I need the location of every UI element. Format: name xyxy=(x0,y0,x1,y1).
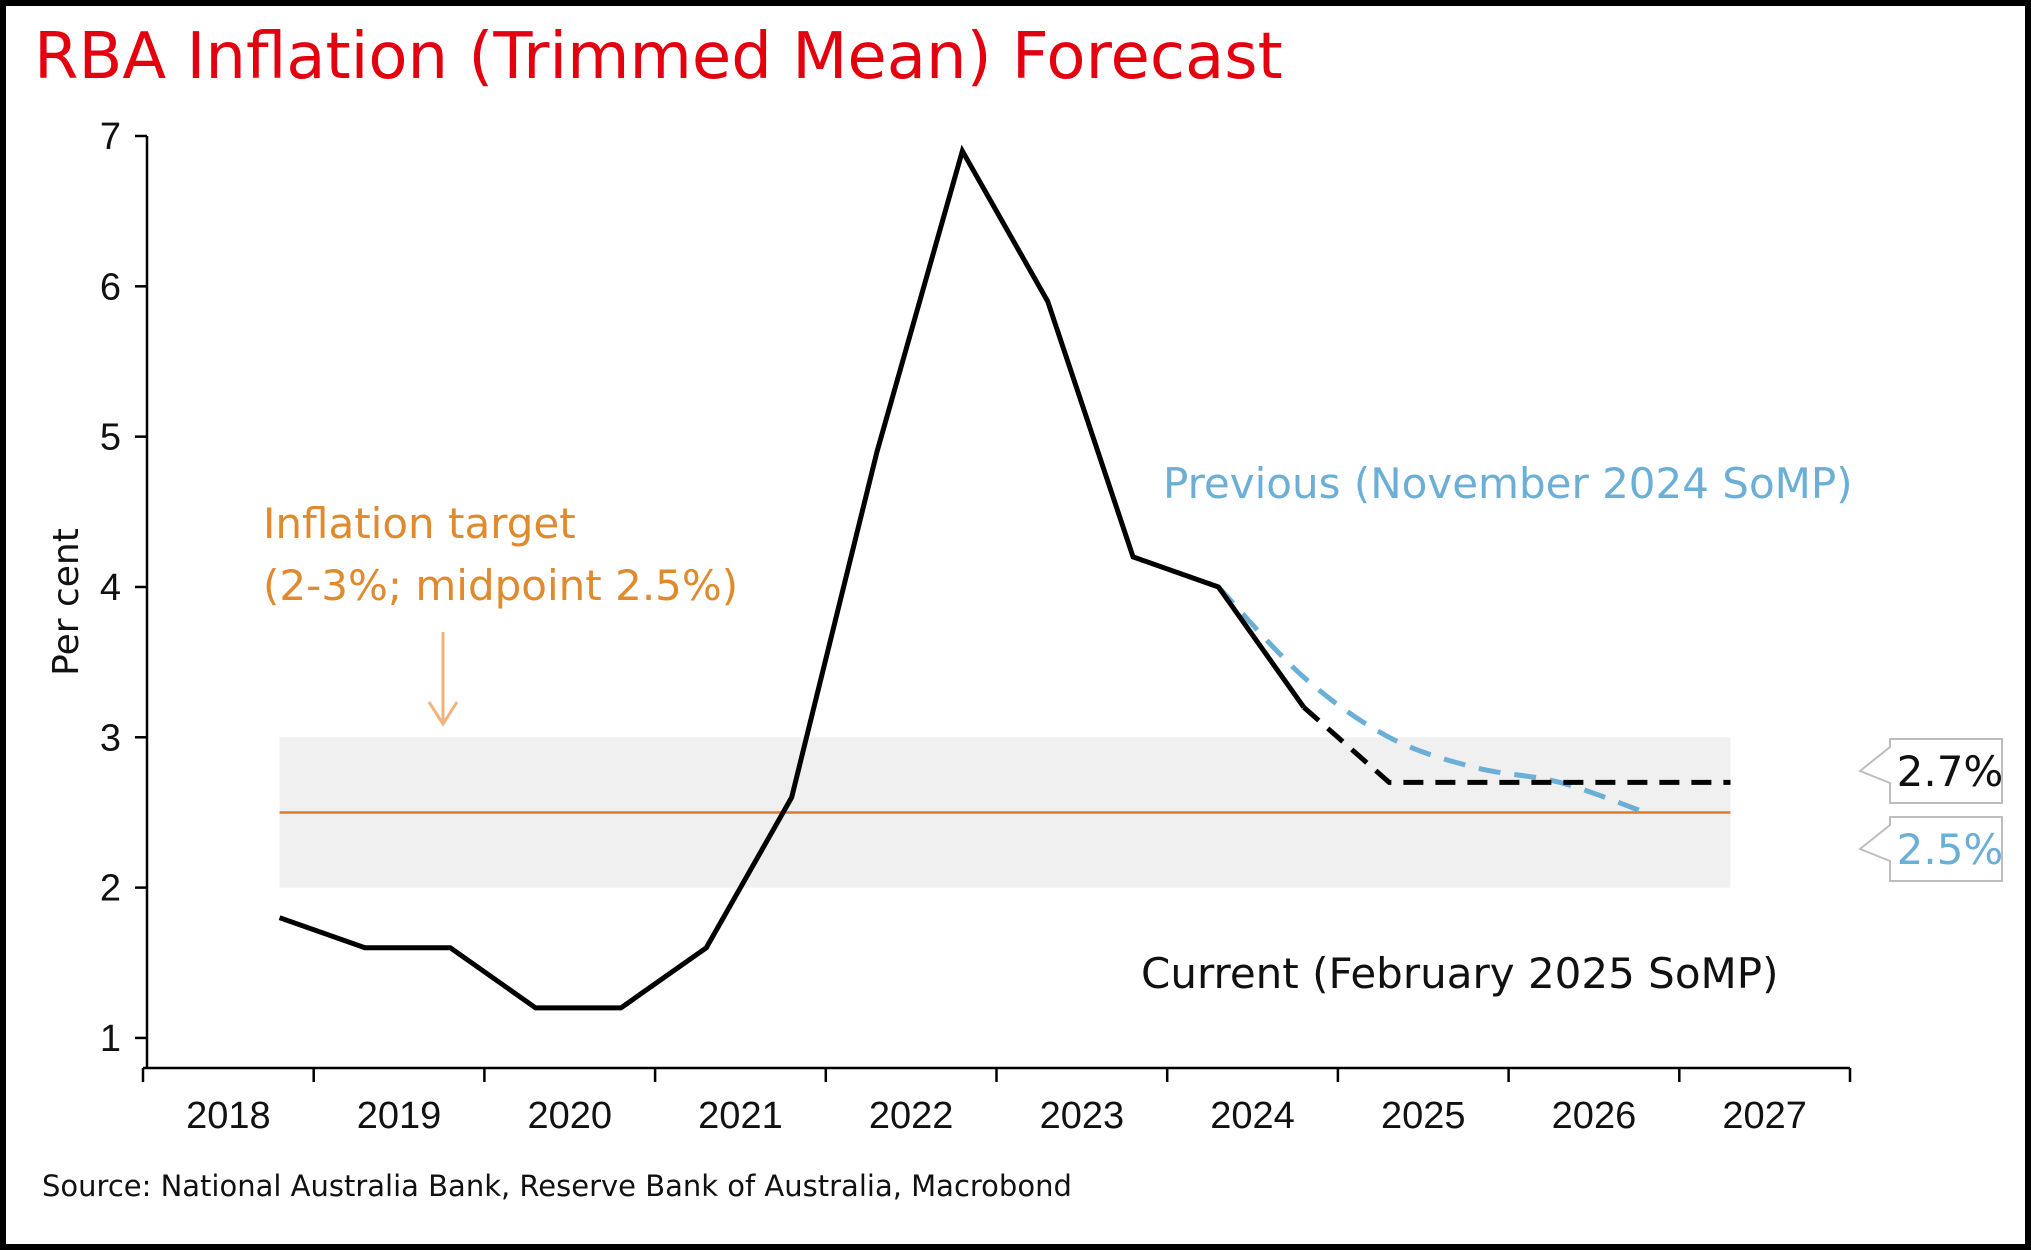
series-line-actual xyxy=(278,144,1306,1011)
y-tick-label: 7 xyxy=(100,116,121,158)
y-tick-label: 4 xyxy=(100,567,121,609)
source-note: Source: National Australia Bank, Reserve… xyxy=(42,1169,1072,1203)
y-tick-label: 2 xyxy=(100,868,121,910)
target-arrow-head xyxy=(427,701,459,727)
current-end-value: 2.7% xyxy=(1897,747,2004,796)
current-series-label: Current (February 2025 SoMP) xyxy=(1141,949,1779,998)
series-layer xyxy=(278,144,1731,1011)
y-axis-label: Per cent xyxy=(46,528,87,676)
x-axis-ticks: 2018 2019 2020 2021 2022 2023 2024 2025 2026 2027 xyxy=(141,1068,1852,1137)
previous-end-value: 2.5% xyxy=(1897,825,2004,874)
y-tick-label: 5 xyxy=(100,417,121,459)
x-tick-label: 2025 xyxy=(1381,1095,1466,1137)
current-end-callout: 2.7% xyxy=(1858,738,2004,804)
previous-callout-box xyxy=(1858,816,2003,882)
chart-svg: 1 2 3 4 5 6 7 2018 2019 2020 2021 2022 2023 2024 2025… xyxy=(42,116,2004,1203)
y-axis-ticks: 1 2 3 4 5 6 7 xyxy=(100,116,147,1060)
x-tick-label: 2024 xyxy=(1210,1095,1295,1137)
x-tick-label: 2023 xyxy=(1040,1095,1125,1137)
inflation-target-label: Inflation target xyxy=(263,499,576,548)
current-callout-box xyxy=(1858,738,2003,804)
x-tick-label: 2027 xyxy=(1722,1095,1807,1137)
previous-series-label: Previous (November 2024 SoMP) xyxy=(1163,459,1853,508)
y-tick-label: 1 xyxy=(100,1018,121,1060)
inflation-target-sublabel: (2-3%; midpoint 2.5%) xyxy=(263,561,738,610)
target-arrow-icon xyxy=(427,632,459,727)
y-tick-label: 6 xyxy=(100,266,121,308)
x-tick-label: 2022 xyxy=(869,1095,954,1137)
chart-title: RBA Inflation (Trimmed Mean) Forecast xyxy=(34,20,1283,94)
previous-end-callout: 2.5% xyxy=(1858,816,2004,882)
series-line-current-february-2025-somp xyxy=(1302,705,1731,785)
x-tick-label: 2026 xyxy=(1552,1095,1637,1137)
y-tick-label: 3 xyxy=(100,717,121,759)
x-tick-label: 2021 xyxy=(698,1095,783,1137)
x-tick-label: 2019 xyxy=(357,1095,442,1137)
x-tick-label: 2018 xyxy=(186,1095,271,1137)
x-tick-label: 2020 xyxy=(527,1095,612,1137)
